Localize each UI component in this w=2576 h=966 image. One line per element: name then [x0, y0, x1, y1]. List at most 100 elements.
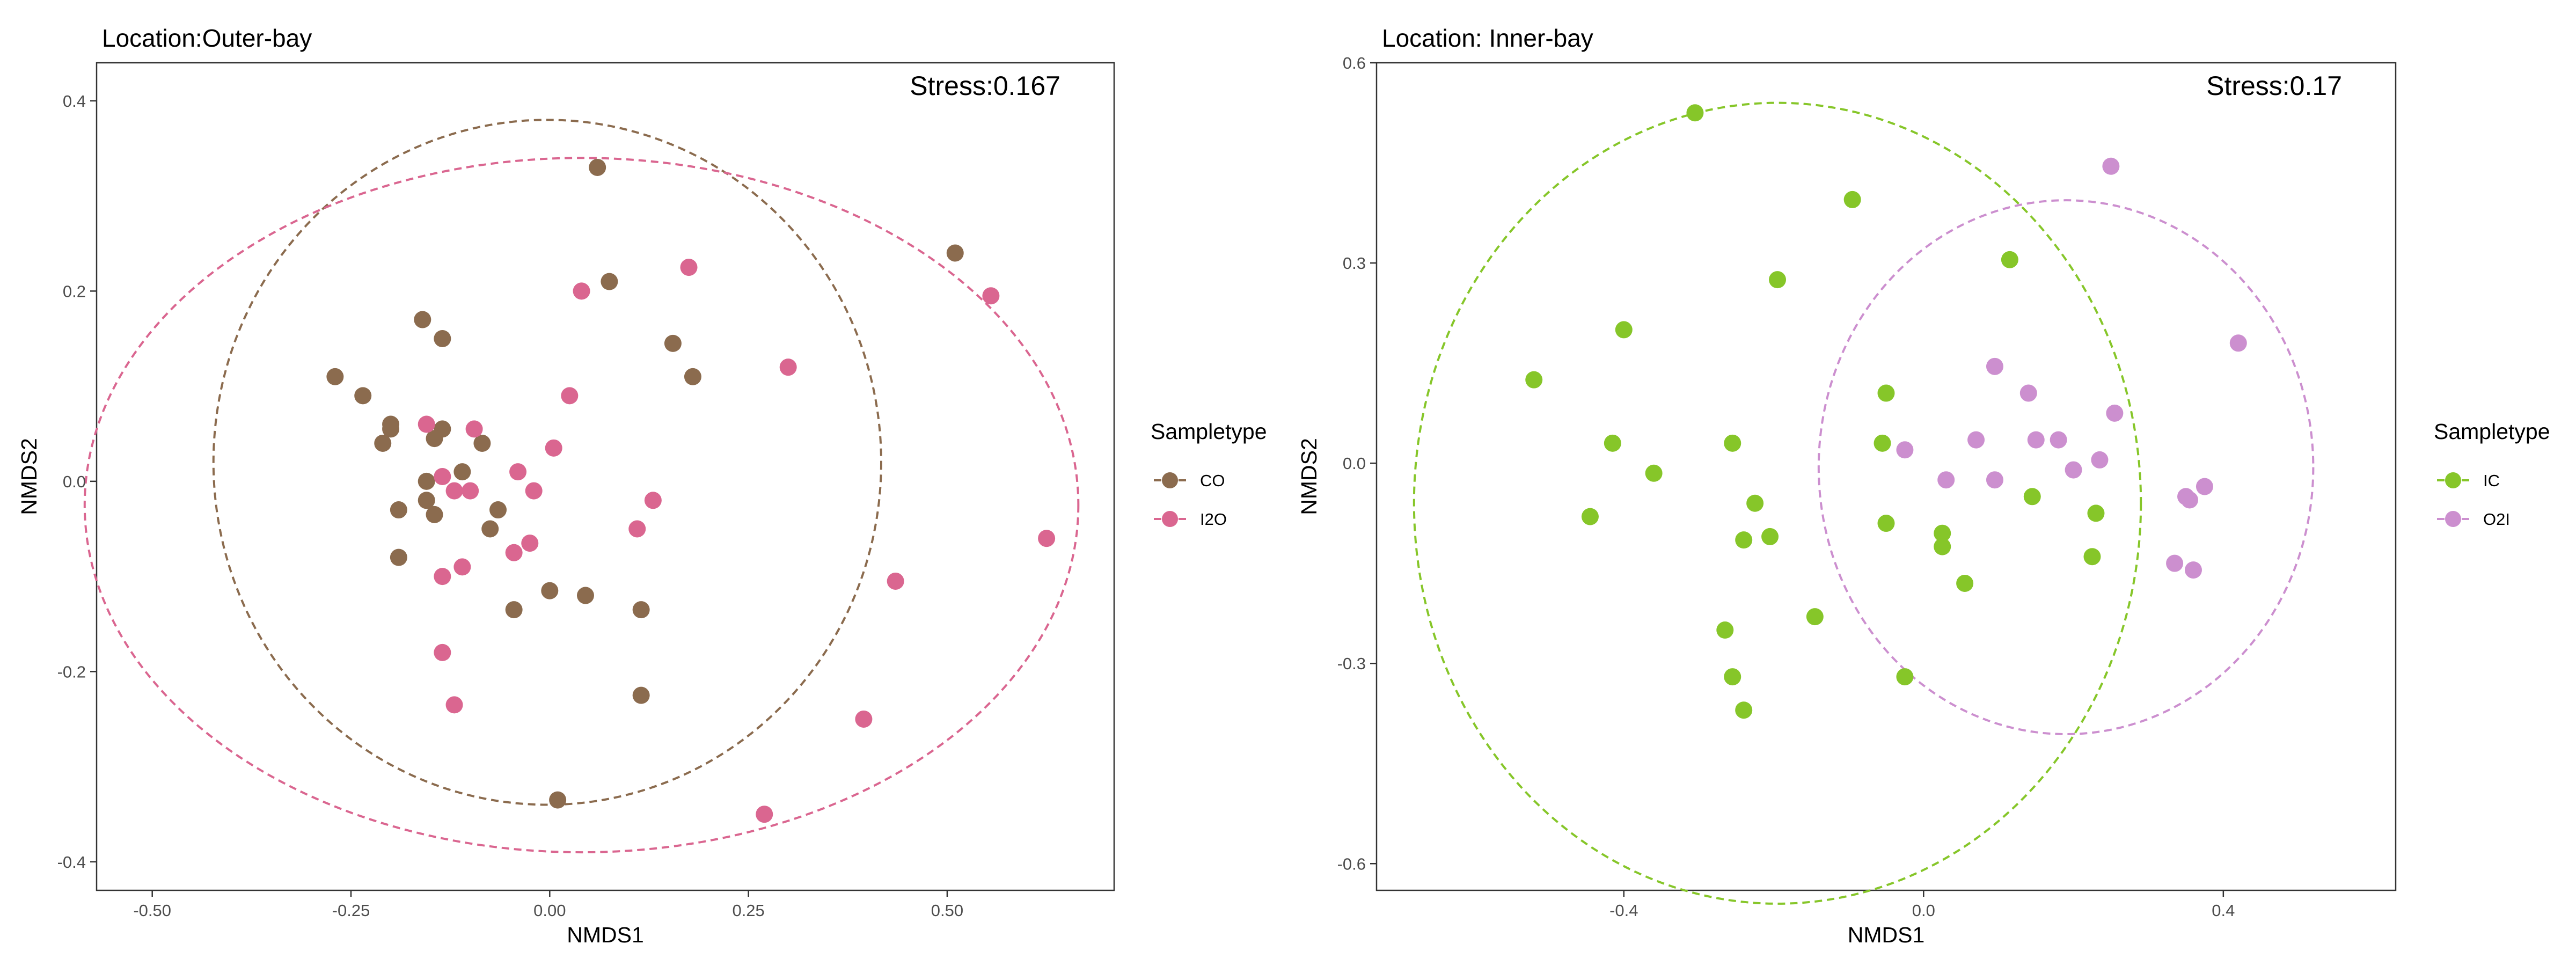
chart-panel-1: Location:Outer-bay -0.50 -0.25 0.00 0.25 0.50…: [17, 24, 1267, 947]
data-point-i2o: [779, 358, 797, 376]
legend-item-ic: IC: [2437, 471, 2500, 490]
x-tick-label: 0.0: [1912, 901, 1935, 920]
data-point-i2o: [545, 439, 562, 457]
data-point-o2i: [2019, 384, 2037, 402]
ellipse-o2i: [1817, 199, 2315, 736]
data-point-i2o: [1038, 530, 1056, 547]
data-point-ic: [1877, 515, 1895, 532]
data-point-ic: [2001, 251, 2018, 268]
legend-point-swatch: [2445, 511, 2461, 527]
data-point-i2o: [982, 287, 1000, 305]
legend-point-swatch: [2445, 472, 2461, 488]
data-point-ic: [1934, 538, 1951, 555]
data-point-i2o: [434, 568, 451, 586]
data-point-i2o: [509, 463, 527, 481]
data-point-ic: [1724, 434, 1741, 452]
data-point-i2o: [644, 492, 662, 509]
series-i2o: [418, 259, 1056, 823]
series-ic: [1525, 104, 2105, 719]
y-tick-label: 0.0: [63, 472, 86, 491]
data-point-co: [632, 686, 650, 704]
data-point-ic: [1769, 271, 1787, 289]
data-point-co: [414, 311, 431, 328]
y-tick-label: -0.6: [1337, 854, 1366, 873]
data-point-co: [473, 434, 491, 452]
data-point-co: [576, 587, 594, 604]
y-tick-label: 0.4: [63, 92, 86, 111]
ellipse-i2o: [83, 157, 1080, 854]
y-tick-label: 0.0: [1343, 454, 1366, 473]
legend-label: CO: [1200, 471, 1225, 490]
data-point-i2o: [887, 572, 904, 590]
legend: Sampletype CO I2O: [1151, 419, 1267, 529]
data-point-o2i: [1937, 471, 1955, 489]
data-point-o2i: [2184, 561, 2202, 579]
data-point-o2i: [1986, 471, 2003, 489]
data-point-ic: [1806, 608, 1824, 626]
data-point-co: [589, 158, 606, 176]
ellipse-layer: [1413, 101, 2315, 905]
data-point-co: [390, 501, 407, 519]
legend: Sampletype IC O2I: [2434, 419, 2550, 529]
ellipse-co: [212, 119, 882, 806]
data-point-o2i: [2166, 554, 2184, 572]
legend-label: I2O: [1200, 510, 1227, 529]
data-point-o2i: [2181, 491, 2199, 509]
y-tick-label: 0.2: [63, 282, 86, 301]
data-point-co: [434, 330, 451, 347]
data-point-co: [382, 420, 400, 438]
legend-title: Sampletype: [2434, 419, 2550, 444]
x-axis-title: NMDS1: [1848, 923, 1925, 947]
data-point-co: [354, 387, 372, 405]
chart-title: Location: Inner-bay: [1382, 24, 1593, 52]
x-tick-label: -0.4: [1609, 901, 1638, 920]
data-point-ic: [1877, 384, 1895, 402]
data-point-i2o: [505, 544, 523, 561]
data-point-co: [541, 582, 559, 599]
data-point-o2i: [2050, 431, 2067, 449]
data-point-o2i: [1967, 431, 1985, 449]
chart-title: Location:Outer-bay: [102, 24, 312, 52]
data-point-i2o: [855, 710, 873, 728]
x-tick-label: 0.00: [533, 901, 566, 920]
data-point-co: [426, 506, 443, 523]
data-point-co: [453, 463, 471, 481]
data-point-ic: [1581, 508, 1599, 525]
legend-title: Sampletype: [1151, 419, 1267, 444]
data-point-co: [489, 501, 507, 519]
data-point-ic: [1735, 701, 1753, 719]
legend-label: IC: [2483, 471, 2500, 490]
data-point-ic: [2087, 504, 2105, 522]
data-point-co: [601, 273, 618, 290]
x-tick-label: 0.4: [2212, 901, 2235, 920]
data-point-co: [418, 492, 435, 509]
y-tick-label: 0.3: [1343, 254, 1366, 273]
data-point-ic: [1896, 668, 1914, 686]
data-point-i2o: [680, 259, 698, 276]
data-point-i2o: [434, 468, 451, 485]
data-point-i2o: [445, 482, 463, 500]
data-point-o2i: [2102, 157, 2120, 175]
data-point-i2o: [418, 415, 435, 433]
data-point-co: [390, 548, 407, 566]
data-point-ic: [1874, 434, 1891, 452]
data-point-i2o: [465, 420, 483, 438]
data-point-ic: [1761, 528, 1779, 545]
data-point-ic: [1735, 531, 1753, 549]
data-point-ic: [1746, 494, 1764, 512]
data-point-ic: [1615, 321, 1633, 339]
data-point-i2o: [521, 535, 539, 552]
y-axis-title: NMDS2: [17, 438, 41, 515]
legend-point-swatch: [1162, 511, 1178, 527]
data-point-ic: [2023, 488, 2041, 506]
series-co: [326, 158, 964, 809]
stress-annotation: Stress:0.17: [2206, 71, 2342, 101]
data-point-i2o: [573, 282, 590, 300]
plot-frame: [1375, 62, 2397, 891]
data-point-co: [374, 434, 392, 452]
y-tick-label: -0.2: [57, 662, 86, 681]
data-point-co: [481, 520, 499, 538]
data-point-ic: [1843, 191, 1861, 208]
stress-annotation: Stress:0.167: [910, 71, 1060, 101]
x-tick-label: 0.25: [732, 901, 764, 920]
